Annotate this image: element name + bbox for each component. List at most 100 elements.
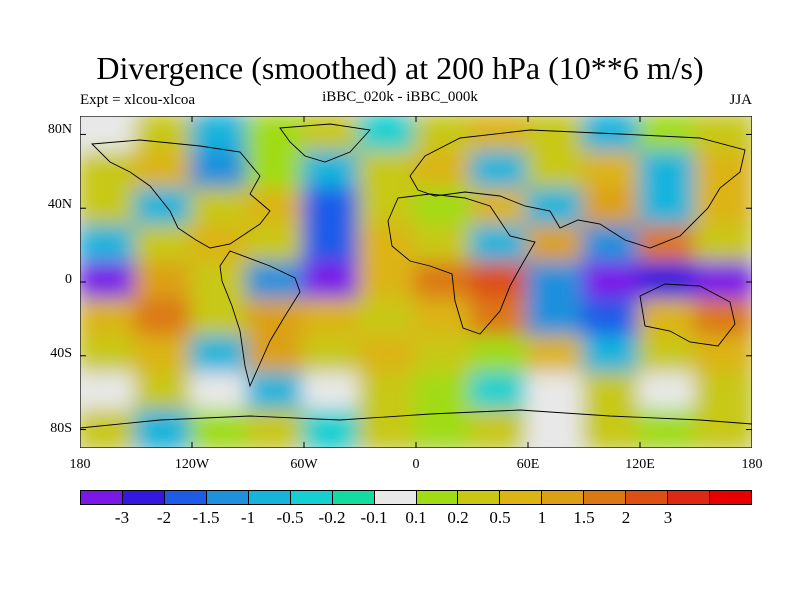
lon-label-180w: 180 bbox=[69, 457, 91, 472]
colorbar-swatch bbox=[248, 491, 291, 504]
field-cell bbox=[302, 187, 362, 229]
field-cell bbox=[638, 224, 698, 266]
colorbar-label: 0.2 bbox=[447, 508, 469, 527]
field-cell bbox=[582, 298, 642, 340]
lon-label-60w: 60W bbox=[290, 457, 318, 472]
colorbar-label: 3 bbox=[663, 508, 673, 527]
field-cell bbox=[302, 335, 362, 377]
colorbar-label: 0.1 bbox=[405, 508, 427, 527]
field-cell bbox=[694, 409, 752, 448]
lat-label-80n: 80N bbox=[47, 122, 72, 137]
colorbar-label: 1.5 bbox=[573, 508, 595, 527]
field-cell bbox=[694, 187, 752, 229]
colorbar-swatch bbox=[81, 491, 123, 504]
plot-title: Divergence (smoothed) at 200 hPa (10**6 … bbox=[96, 50, 704, 86]
colorbar-label: -1 bbox=[240, 508, 256, 527]
field-cell bbox=[134, 372, 194, 414]
colorbar bbox=[80, 490, 752, 505]
field-cell bbox=[638, 298, 698, 340]
field-cell bbox=[246, 335, 306, 377]
field-cell bbox=[358, 372, 418, 414]
field-cell bbox=[638, 335, 698, 377]
colorbar-label: -1.5 bbox=[192, 508, 220, 527]
field-cell bbox=[470, 409, 530, 448]
field-cell bbox=[80, 224, 138, 266]
field-cell bbox=[246, 187, 306, 229]
lon-label-120w: 120W bbox=[174, 457, 210, 472]
colorbar-swatch bbox=[626, 491, 669, 504]
field-cell bbox=[582, 150, 642, 192]
field-cell bbox=[694, 335, 752, 377]
colorbar-label: -0.5 bbox=[276, 508, 304, 527]
field-cell bbox=[190, 116, 250, 155]
field-cell bbox=[470, 261, 530, 303]
field-cell bbox=[414, 116, 474, 155]
field-cell bbox=[358, 150, 418, 192]
colorbar-swatch bbox=[584, 491, 627, 504]
field-cell bbox=[582, 116, 642, 155]
colorbar-label: -2 bbox=[156, 508, 172, 527]
field-cell bbox=[526, 298, 586, 340]
field-cell bbox=[80, 187, 138, 229]
field-cell bbox=[80, 409, 138, 448]
field-cell bbox=[80, 116, 138, 155]
colorbar-swatch bbox=[710, 491, 751, 504]
lon-label-120e: 120E bbox=[625, 457, 655, 472]
field-cell bbox=[302, 150, 362, 192]
field-cell bbox=[638, 261, 698, 303]
colorbar-swatch bbox=[500, 491, 543, 504]
field-cell bbox=[582, 409, 642, 448]
field-cell bbox=[694, 372, 752, 414]
field-cell bbox=[582, 224, 642, 266]
field-cell bbox=[470, 335, 530, 377]
lon-label-0: 0 bbox=[412, 457, 420, 472]
field-cell bbox=[302, 409, 362, 448]
field-cell bbox=[526, 261, 586, 303]
field-cell bbox=[134, 150, 194, 192]
field-cell bbox=[526, 116, 586, 155]
field-cell bbox=[526, 224, 586, 266]
field-cell bbox=[582, 372, 642, 414]
colorbar-label: 2 bbox=[621, 508, 631, 527]
field-cell bbox=[80, 335, 138, 377]
colorbar-swatch bbox=[416, 491, 459, 504]
field-cell bbox=[302, 224, 362, 266]
colorbar-label: 1 bbox=[537, 508, 547, 527]
plot-subtitle: iBBC_020k - iBBC_000k bbox=[322, 89, 478, 105]
field-cell bbox=[694, 261, 752, 303]
field-cell bbox=[526, 150, 586, 192]
field-cell bbox=[190, 224, 250, 266]
field-cell bbox=[358, 116, 418, 155]
field-cell bbox=[414, 261, 474, 303]
field-cell bbox=[190, 335, 250, 377]
field-cell bbox=[358, 224, 418, 266]
field-cell bbox=[694, 298, 752, 340]
field-cell bbox=[134, 409, 194, 448]
field-cell bbox=[526, 335, 586, 377]
field-cell bbox=[470, 187, 530, 229]
colorbar-swatch bbox=[122, 491, 165, 504]
colorbar-swatch bbox=[206, 491, 249, 504]
colorbar-swatch bbox=[374, 491, 417, 504]
experiment-label: Expt = xlcou-xlcoa bbox=[80, 92, 196, 108]
field-cell bbox=[526, 409, 586, 448]
field-cell bbox=[190, 187, 250, 229]
field-cell bbox=[694, 116, 752, 155]
field-cell bbox=[80, 298, 138, 340]
field-cell bbox=[694, 224, 752, 266]
field-cell bbox=[134, 298, 194, 340]
field-cell bbox=[470, 298, 530, 340]
field-cell bbox=[358, 298, 418, 340]
colorbar-label: -0.1 bbox=[360, 508, 388, 527]
field-cell bbox=[582, 261, 642, 303]
field-cell bbox=[414, 335, 474, 377]
field-cell bbox=[134, 224, 194, 266]
lat-label-80s: 80S bbox=[50, 421, 72, 436]
colorbar-swatch bbox=[542, 491, 585, 504]
colorbar-swatch bbox=[458, 491, 501, 504]
lat-label-0: 0 bbox=[65, 272, 72, 287]
field-cell bbox=[190, 150, 250, 192]
field-cell bbox=[246, 372, 306, 414]
season-label: JJA bbox=[729, 92, 752, 108]
lon-label-180e: 180 bbox=[741, 457, 763, 472]
